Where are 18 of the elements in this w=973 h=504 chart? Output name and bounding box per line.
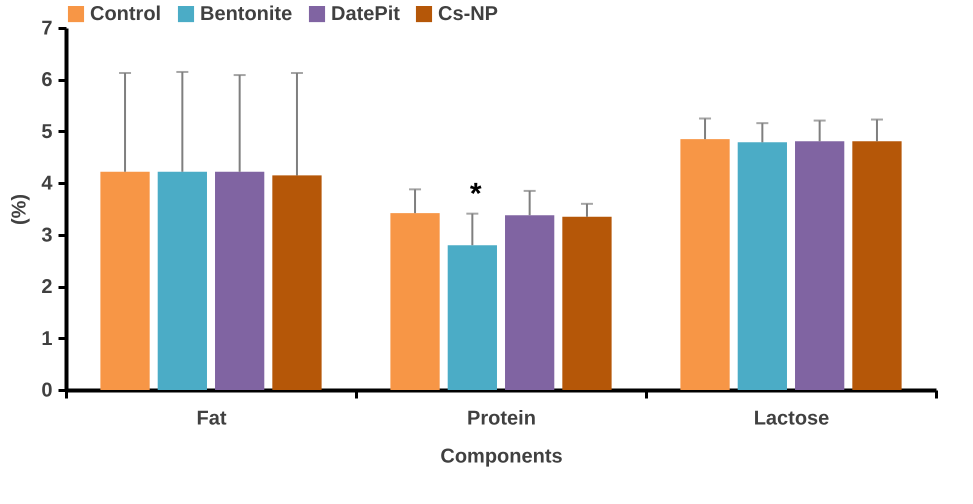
legend-label: Cs-NP	[438, 3, 498, 25]
y-tick-label: 6	[41, 69, 52, 92]
y-tick-label: 2	[41, 276, 52, 298]
legend-label: Control	[90, 3, 162, 25]
y-tick-label: 7	[41, 18, 52, 40]
annotation: *	[470, 178, 482, 211]
x-tick-label: Lactose	[754, 408, 830, 430]
x-tick-label: Protein	[467, 408, 536, 430]
y-tick-label: 4	[41, 172, 54, 195]
y-tick-label: 0	[41, 380, 52, 402]
y-tick-label: 5	[41, 120, 52, 143]
y-axis-title: (%)	[8, 194, 30, 226]
x-axis-title: Components	[440, 446, 563, 468]
legend-label: DatePit	[331, 3, 400, 25]
x-tick-label: Fat	[196, 408, 227, 430]
y-tick-label: 3	[41, 224, 52, 246]
y-tick-label: 1	[41, 328, 52, 350]
legend-label: Bentonite	[200, 3, 292, 25]
